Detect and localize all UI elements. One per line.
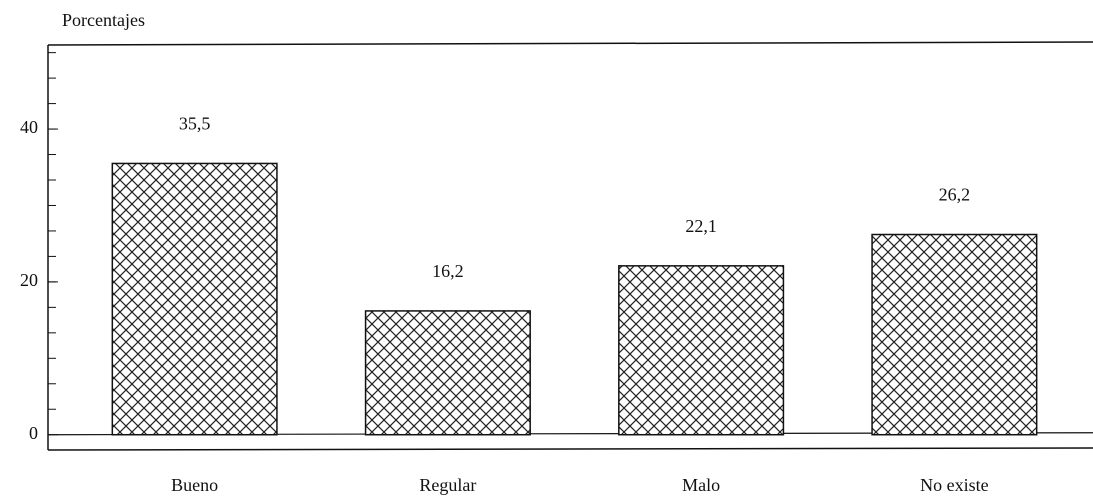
bar xyxy=(111,162,278,436)
value-label: 16,2 xyxy=(432,261,464,281)
y-tick-label: 40 xyxy=(20,117,38,137)
value-label: 22,1 xyxy=(685,216,717,236)
y-tick-label: 20 xyxy=(20,270,38,290)
top-border xyxy=(47,41,1093,46)
bottom-border xyxy=(47,447,1093,451)
value-label: 35,5 xyxy=(179,114,211,134)
bar xyxy=(871,233,1038,436)
x-tick-label: Malo xyxy=(682,475,720,495)
bar xyxy=(618,265,785,436)
y-tick-label: 0 xyxy=(29,423,38,443)
y-axis-label: Porcentajes xyxy=(62,10,145,30)
bar xyxy=(364,310,531,436)
value-label: 26,2 xyxy=(939,185,971,205)
x-tick-label: No existe xyxy=(920,475,988,495)
x-tick-label: Bueno xyxy=(171,475,218,495)
x-tick-label: Regular xyxy=(419,475,476,495)
